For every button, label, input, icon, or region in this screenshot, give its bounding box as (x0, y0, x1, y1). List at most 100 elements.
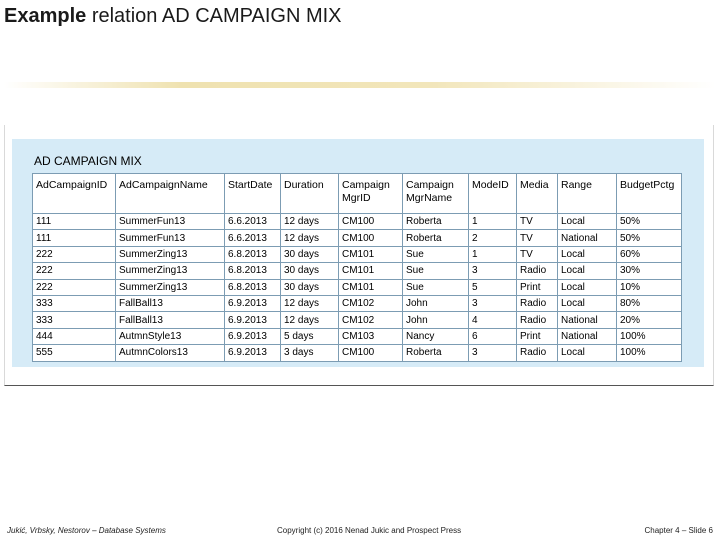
table-cell: 111 (32, 212, 116, 231)
table-cell: Local (557, 278, 617, 296)
table-cell: 10% (616, 278, 682, 296)
table-cell: 3 days (280, 344, 339, 362)
table-cell: Nancy (402, 327, 469, 346)
table-cell: AutmnColors13 (115, 344, 225, 362)
column-header: Duration (280, 173, 339, 214)
table-cell: SummerZing13 (115, 262, 225, 280)
table-cell: 222 (32, 278, 116, 296)
table-cell: CM100 (338, 212, 403, 231)
table-cell: Roberta (402, 229, 469, 247)
table-cell: 6.8.2013 (224, 245, 281, 264)
table-cell: Print (516, 327, 558, 346)
table-cell: 12 days (280, 229, 339, 247)
table-cell: Local (557, 245, 617, 264)
table-cell: 6.8.2013 (224, 278, 281, 296)
table-cell: 1 (468, 212, 517, 231)
table-cell: Local (557, 344, 617, 362)
table-cell: Local (557, 294, 617, 313)
table-cell: SummerFun13 (115, 229, 225, 247)
column-header: BudgetPctg (616, 173, 682, 214)
table-cell: 3 (468, 294, 517, 313)
table-cell: 555 (32, 344, 116, 362)
table-cell: SummerZing13 (115, 278, 225, 296)
table-cell: 6.9.2013 (224, 327, 281, 346)
table-cell: TV (516, 229, 558, 247)
table-cell: 3 (468, 344, 517, 362)
table-row: 222 SummerZing13 6.8.2013 30 days CM101 Sue 5 P… (32, 278, 682, 296)
table-cell: CM101 (338, 245, 403, 264)
table-cell: Sue (402, 278, 469, 296)
column-header: Media (516, 173, 558, 214)
column-header: AdCampaignName (115, 173, 225, 214)
table-cell: Roberta (402, 212, 469, 231)
table-cell: 6.6.2013 (224, 212, 281, 231)
table-cell: 4 (468, 311, 517, 329)
table-caption: AD CAMPAIGN MIX (34, 154, 142, 168)
table-cell: 6.9.2013 (224, 344, 281, 362)
table-cell: 80% (616, 294, 682, 313)
table-cell: National (557, 311, 617, 329)
table-cell: CM100 (338, 229, 403, 247)
table-cell: 222 (32, 245, 116, 264)
table-cell: Local (557, 262, 617, 280)
table-cell: CM102 (338, 294, 403, 313)
table-cell: 30 days (280, 262, 339, 280)
footer-slide-number: Chapter 4 – Slide 6 (644, 526, 714, 535)
table-cell: 2 (468, 229, 517, 247)
table-cell: 50% (616, 212, 682, 231)
ad-campaign-mix-table: AdCampaignID AdCampaignName StartDate Du… (32, 173, 682, 362)
table-cell: SummerZing13 (115, 245, 225, 264)
table-row: 555 AutmnColors13 6.9.2013 3 days CM100 Rober… (32, 344, 682, 362)
column-header: StartDate (224, 173, 281, 214)
column-header: Campaign MgrID (338, 173, 403, 214)
table-cell: 30% (616, 262, 682, 280)
table-cell: 100% (616, 327, 682, 346)
table-cell: FallBall13 (115, 311, 225, 329)
table-cell: John (402, 294, 469, 313)
table-cell: 60% (616, 245, 682, 264)
table-cell: 20% (616, 311, 682, 329)
table-cell: CM101 (338, 278, 403, 296)
table-cell: Roberta (402, 344, 469, 362)
table-cell: 6 (468, 327, 517, 346)
table-cell: Print (516, 278, 558, 296)
table-cell: 5 days (280, 327, 339, 346)
column-header: Range (557, 173, 617, 214)
table-cell: CM101 (338, 262, 403, 280)
table-cell: Radio (516, 311, 558, 329)
table-cell: SummerFun13 (115, 212, 225, 231)
table-cell: Sue (402, 262, 469, 280)
column-header: Campaign MgrName (402, 173, 469, 214)
footer-copyright: Copyright (c) 2016 Nenad Jukic and Prosp… (277, 526, 462, 535)
table-row: 222 SummerZing13 6.8.2013 30 days CM101 Sue 3 R… (32, 262, 682, 280)
table-cell: Local (557, 212, 617, 231)
slide-title: Example relation AD CAMPAIGN MIX (4, 5, 342, 28)
slide-title-bold: Example (4, 5, 87, 27)
table-row: 111 SummerFun13 6.6.2013 12 days CM100 Robert… (32, 212, 682, 231)
table-cell: Radio (516, 262, 558, 280)
table-cell: National (557, 327, 617, 346)
table-cell: 5 (468, 278, 517, 296)
table-cell: 444 (32, 327, 116, 346)
table-header-row: AdCampaignID AdCampaignName StartDate Du… (32, 173, 682, 214)
table-cell: 1 (468, 245, 517, 264)
table-cell: 6.8.2013 (224, 262, 281, 280)
table-cell: 12 days (280, 311, 339, 329)
table-row: 111 SummerFun13 6.6.2013 12 days CM100 Robert… (32, 229, 682, 247)
table-cell: 12 days (280, 212, 339, 231)
table-cell: 333 (32, 311, 116, 329)
table-cell: National (557, 229, 617, 247)
table-cell: TV (516, 212, 558, 231)
title-divider (4, 82, 716, 88)
table-cell: 30 days (280, 278, 339, 296)
table-cell: 50% (616, 229, 682, 247)
table-row: 444 AutmnStyle13 6.9.2013 5 days CM103 Nancy 6… (32, 327, 682, 346)
table-row: 333 FallBall13 6.9.2013 12 days CM102 John 3 Ra… (32, 294, 682, 313)
slide-title-rest: relation AD CAMPAIGN MIX (86, 5, 342, 27)
table-cell: FallBall13 (115, 294, 225, 313)
table-cell: 333 (32, 294, 116, 313)
table-cell: 30 days (280, 245, 339, 264)
table-cell: 3 (468, 262, 517, 280)
table-cell: 6.9.2013 (224, 294, 281, 313)
table-cell: AutmnStyle13 (115, 327, 225, 346)
